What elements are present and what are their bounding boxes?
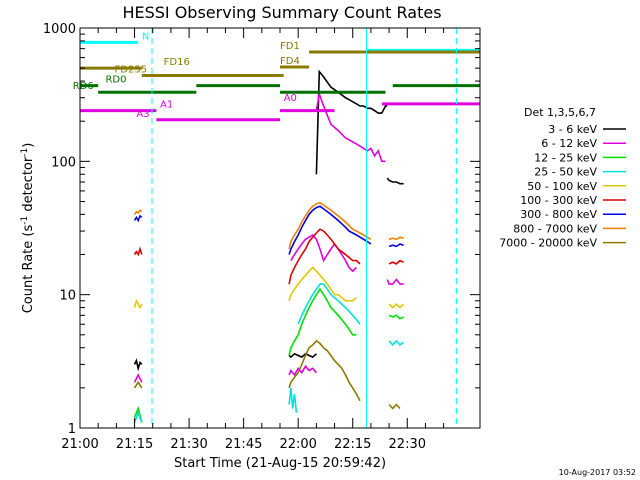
- series-line: [288, 339, 361, 402]
- x-tick-label: 22:30: [389, 437, 426, 452]
- series-8: [133, 339, 401, 410]
- x-tick-label: 21:45: [225, 437, 262, 452]
- y-axis-label-sup1: -1: [20, 216, 30, 225]
- mode-bar-label: FD16: [164, 57, 190, 68]
- series-line: [288, 287, 357, 356]
- y-axis-label-mid: detector: [21, 156, 36, 216]
- series-line: [388, 243, 404, 248]
- mode-bar-label: A1: [160, 100, 173, 111]
- series-line: [315, 90, 386, 163]
- series-line: [388, 314, 404, 320]
- series-line: [388, 236, 404, 241]
- series-line: [288, 228, 361, 285]
- y-axis: 1 10 100 1000: [43, 22, 480, 437]
- y-axis-label-prefix: Count Rate (s: [21, 225, 36, 314]
- x-tick-label: 21:00: [61, 437, 98, 452]
- y-tick-label: 100: [51, 155, 76, 170]
- y-axis-label-end: ): [21, 143, 36, 148]
- series-line: [288, 364, 318, 377]
- legend-entry-label: 6 - 12 keV: [541, 137, 597, 150]
- series-line: [388, 403, 401, 410]
- series-line: [133, 209, 143, 215]
- y-axis-label: Count Rate (s-1 detector-1): [20, 143, 36, 314]
- legend-entry-label: 300 - 800 keV: [520, 208, 597, 221]
- chart-title: HESSI Observing Summary Count Rates: [122, 3, 441, 22]
- x-axis-label: Start Time (21-Aug-15 20:59:42): [174, 456, 386, 471]
- series-line: [133, 246, 143, 257]
- x-tick-label: 21:15: [116, 437, 153, 452]
- series-6: [133, 205, 404, 255]
- x-tick-label: 21:30: [170, 437, 207, 452]
- series-line: [288, 205, 372, 255]
- x-axis: 21:00 21:15 21:30 21:45 22:00 22:15 22:30: [61, 28, 481, 452]
- legend-entry-label: 7000 - 20000 keV: [499, 237, 597, 250]
- x-tick-label: 22:15: [334, 437, 371, 452]
- y-tick-label: 1: [68, 422, 76, 437]
- series-line: [133, 214, 143, 223]
- series-line: [386, 278, 404, 285]
- series-line: [315, 69, 388, 175]
- mode-bar-label: A3: [136, 109, 149, 120]
- mode-bar-label: A0: [284, 93, 297, 104]
- y-axis-label-sup2: -1: [20, 148, 30, 157]
- y-tick-label: 10: [59, 289, 76, 304]
- legend-entry-label: 12 - 25 keV: [534, 151, 597, 164]
- mode-bar-label: RD6: [73, 81, 94, 92]
- series-line: [288, 387, 298, 413]
- series-0: [133, 69, 404, 372]
- series-line: [133, 373, 143, 383]
- mode-bar-label: FD255: [115, 65, 148, 76]
- series-line: [290, 233, 357, 273]
- series-4: [133, 266, 405, 310]
- series-5: [133, 228, 404, 285]
- plot-series-layer: [133, 69, 405, 423]
- series-line: [388, 339, 405, 347]
- y-tick-label: 1000: [43, 22, 76, 37]
- series-7: [133, 201, 404, 250]
- mode-bar-label: RD0: [105, 75, 126, 86]
- series-line: [388, 302, 405, 309]
- mode-bar-label: FD1: [280, 41, 300, 52]
- series-line: [288, 201, 372, 250]
- legend-entry-label: 100 - 300 keV: [520, 194, 597, 207]
- series-line: [388, 259, 404, 265]
- series-line: [133, 298, 143, 310]
- legend-entry-label: 800 - 7000 keV: [513, 222, 597, 235]
- legend-entry-label: 50 - 100 keV: [527, 180, 597, 193]
- series-line: [133, 380, 143, 389]
- mode-bar-label: FD4: [280, 56, 300, 67]
- series-3: [133, 283, 405, 423]
- series-line: [386, 177, 404, 185]
- x-tick-label: 22:00: [279, 437, 316, 452]
- series-line: [288, 266, 357, 302]
- generation-timestamp: 10-Aug-2017 03:52: [559, 468, 636, 477]
- legend-entry-label: 25 - 50 keV: [534, 166, 597, 179]
- series-1: [133, 90, 404, 383]
- series-line: [133, 410, 143, 423]
- series-line: [288, 352, 317, 359]
- series-line: [133, 358, 143, 372]
- legend-title: Det 1,3,5,6,7: [524, 106, 596, 119]
- mode-bar-label: N: [142, 31, 149, 42]
- legend-entry-label: 3 - 6 keV: [548, 123, 597, 136]
- series-line: [297, 283, 361, 325]
